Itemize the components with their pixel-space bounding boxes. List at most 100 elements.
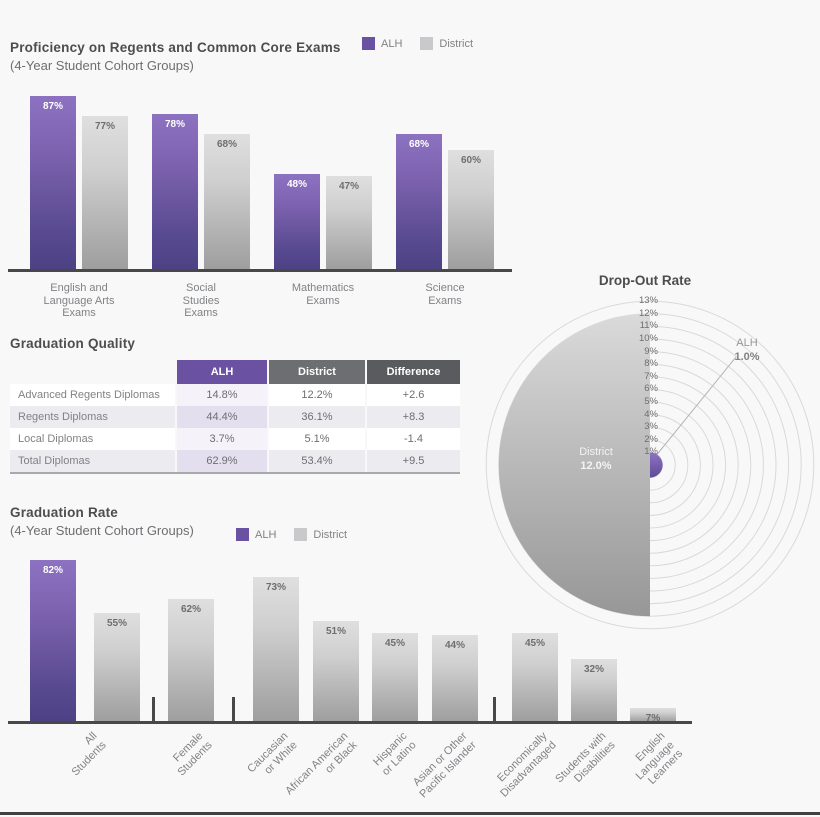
bottom-border-rule <box>0 812 820 815</box>
cell-value: 5.1% <box>267 428 365 450</box>
bar-value-label: 51% <box>325 626 346 637</box>
table-row: Advanced Regents Diplomas 14.8% 12.2% +2.6 <box>10 384 460 406</box>
bar-value-label: 73% <box>265 582 286 593</box>
district-bar: 45% <box>372 633 418 722</box>
bar-value-label: 78% <box>164 119 185 130</box>
district-bar: 77% <box>82 116 128 270</box>
axis-separator-tick <box>152 697 155 722</box>
ring-percentage-label: 11% <box>639 320 658 332</box>
district-legend-label: District <box>439 37 474 50</box>
district-disc-name: District <box>579 446 613 458</box>
cell-value: 53.4% <box>267 450 365 472</box>
column-header <box>10 360 175 384</box>
bar-value-label: 32% <box>583 664 604 675</box>
table-row: Regents Diplomas 44.4% 36.1% +8.3 <box>10 406 460 428</box>
bar-value-label: 45% <box>524 638 545 649</box>
table-row: Local Diplomas 3.7% 5.1% -1.4 <box>10 428 460 450</box>
ring-percentage-label: 8% <box>644 358 658 370</box>
ring-percentage-label: 9% <box>644 345 658 357</box>
district-bar: 62% <box>168 599 214 722</box>
alh-legend-label: ALH <box>255 528 277 541</box>
ring-percentage-label: 5% <box>644 396 658 407</box>
cell-value: +9.5 <box>365 450 460 472</box>
category-label: All Students <box>69 730 109 779</box>
dropout-rate-title: Drop-Out Rate <box>598 273 692 288</box>
district-bar: 73% <box>253 577 299 722</box>
cell-value: 12.2% <box>267 384 365 406</box>
district-disc-value: 12.0% <box>580 460 612 472</box>
alh-callout-label: ALH 1.0% <box>717 336 777 364</box>
graduation-rate-legend: ALH District <box>236 528 359 541</box>
district-bar: 68% <box>204 134 250 270</box>
alh-legend-swatch <box>362 37 375 50</box>
cell-value: -1.4 <box>365 428 460 450</box>
alh-bar: 82% <box>30 560 76 722</box>
alh-legend-label: ALH <box>381 37 403 50</box>
district-bar: 51% <box>313 621 359 722</box>
axis-separator-tick <box>232 697 235 722</box>
ring-percentage-label: 1% <box>644 446 658 458</box>
bar-value-label: 55% <box>106 618 127 629</box>
category-label: English and Language Arts Exams <box>43 282 115 319</box>
cell-value: 3.7% <box>175 428 267 450</box>
graduation-quality-table: ALH District Difference Advanced Regents Di… <box>10 360 460 474</box>
district-bar: 45% <box>512 633 558 722</box>
alh-legend-swatch <box>236 528 249 541</box>
alh-callout-name: ALH <box>736 337 758 349</box>
ring-circle <box>485 300 815 630</box>
district-disc-label: District 12.0% <box>556 445 636 473</box>
ring-percentage-label: 2% <box>644 433 658 445</box>
cell-value: +8.3 <box>365 406 460 428</box>
row-label: Advanced Regents Diplomas <box>18 389 160 401</box>
alh-bar: 87% <box>30 96 76 270</box>
bar-value-label: 7% <box>645 713 661 724</box>
table-header-row: ALH District Difference <box>10 360 460 384</box>
alh-bar: 68% <box>396 134 442 270</box>
bar-value-label: 77% <box>94 121 115 132</box>
proficiency-chart-subtitle: (4-Year Student Cohort Groups) <box>10 58 194 73</box>
column-header: ALH <box>175 360 267 384</box>
dropout-radial-svg <box>485 300 815 630</box>
row-label: Local Diplomas <box>18 433 94 445</box>
cell-value: 14.8% <box>175 384 267 406</box>
cell-value: +2.6 <box>365 384 460 406</box>
category-label: Social Studies Exams <box>182 282 220 319</box>
bar-value-label: 60% <box>460 155 481 166</box>
alh-bar: 48% <box>274 174 320 270</box>
ring-percentage-label: 3% <box>644 421 658 433</box>
district-legend-label: District <box>313 528 348 541</box>
ring-percentage-label: 4% <box>644 408 658 420</box>
dropout-rate-chart: Drop-Out Rate ALH 1.0% District 12.0% 1%… <box>470 270 820 650</box>
district-bar: 32% <box>571 659 617 722</box>
ring-percentage-label: 10% <box>638 333 658 344</box>
category-label: Mathematics Exams <box>291 282 355 307</box>
bar-value-label: 47% <box>338 181 359 192</box>
cell-value: 36.1% <box>267 406 365 428</box>
district-half-disc <box>498 313 650 617</box>
bar-value-label: 48% <box>286 179 307 190</box>
cell-value: 44.4% <box>175 406 267 428</box>
alh-half-disc <box>650 452 663 478</box>
category-label: Science Exams <box>425 282 465 307</box>
bar-value-label: 87% <box>42 101 63 112</box>
graduation-rate-x-axis <box>8 721 692 724</box>
alh-bar: 78% <box>152 114 198 270</box>
alh-callout-line <box>654 356 737 458</box>
column-header: District <box>267 360 365 384</box>
district-bar: 55% <box>94 613 140 722</box>
graduation-rate-title: Graduation Rate <box>10 505 119 520</box>
row-label: Regents Diplomas <box>18 411 108 423</box>
alh-callout-value: 1.0% <box>734 351 760 363</box>
district-bar: 44% <box>432 635 478 722</box>
bar-value-label: 68% <box>216 139 237 150</box>
district-bar: 7% <box>630 708 676 724</box>
district-legend-swatch <box>294 528 308 541</box>
district-legend-swatch <box>420 37 434 50</box>
bar-value-label: 44% <box>444 640 465 651</box>
ring-percentage-label: 13% <box>638 295 658 307</box>
ring-percentage-label: 7% <box>644 370 658 382</box>
graduation-rate-subtitle: (4-Year Student Cohort Groups) <box>10 523 194 538</box>
row-label: Total Diplomas <box>18 455 91 467</box>
